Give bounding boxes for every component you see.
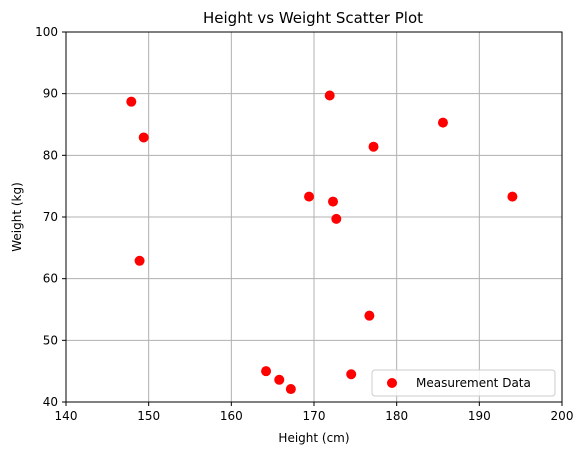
legend: Measurement Data [371, 369, 556, 397]
y-tick-label: 80 [43, 148, 58, 162]
x-tick-label: 200 [551, 409, 574, 423]
x-axis-label: Height (cm) [278, 431, 349, 445]
y-tick-label: 70 [43, 210, 58, 224]
x-axis-ticks: 140 150 160 170 180 190 200 [55, 402, 574, 423]
scatter-point [261, 366, 272, 377]
scatter-point [328, 196, 339, 207]
chart-title: Height vs Weight Scatter Plot [203, 9, 423, 27]
y-tick-label: 40 [43, 395, 58, 409]
x-tick-label: 190 [468, 409, 491, 423]
scatter-point [346, 369, 357, 380]
y-axis-ticks: 40 50 60 70 80 90 100 [35, 25, 66, 409]
y-tick-label: 100 [35, 25, 58, 39]
x-tick-label: 180 [385, 409, 408, 423]
x-tick-label: 160 [220, 409, 243, 423]
scatter-point [364, 310, 375, 321]
legend-label: Measurement Data [416, 376, 531, 390]
data-points [126, 90, 518, 395]
legend-box [371, 369, 556, 397]
scatter-point [304, 191, 315, 202]
scatter-point [437, 117, 448, 128]
x-tick-label: 140 [55, 409, 78, 423]
scatter-point [368, 141, 379, 152]
y-tick-label: 50 [43, 333, 58, 347]
scatter-point [331, 213, 342, 224]
x-tick-label: 170 [303, 409, 326, 423]
scatter-point [285, 384, 296, 395]
y-axis-label: Weight (kg) [10, 182, 24, 252]
scatter-point [126, 96, 137, 107]
scatter-point [324, 90, 335, 101]
scatter-point [134, 255, 145, 266]
y-tick-label: 60 [43, 272, 58, 286]
x-tick-label: 150 [137, 409, 160, 423]
scatter-point [507, 191, 518, 202]
grid-lines [65, 31, 563, 403]
y-tick-label: 90 [43, 87, 58, 101]
scatter-point [274, 374, 285, 385]
scatter-point [138, 132, 149, 143]
legend-marker [387, 378, 397, 388]
